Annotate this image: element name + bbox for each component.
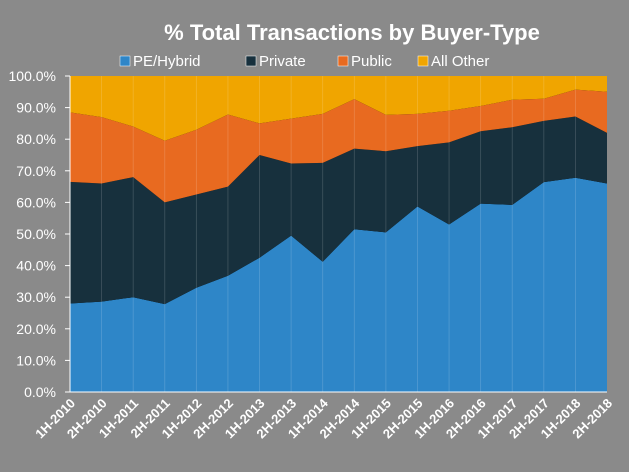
legend: PE/Hybrid Private Public All Other bbox=[119, 53, 489, 70]
area-series-pe-hybrid bbox=[70, 177, 607, 392]
legend-label-pe-hybrid: PE/Hybrid bbox=[133, 53, 201, 70]
y-tick-label: 100.0% bbox=[9, 68, 56, 84]
y-tick-label: 0.0% bbox=[24, 384, 56, 400]
legend-swatch-all-other bbox=[417, 55, 429, 67]
legend-swatch-pe-hybrid bbox=[119, 55, 131, 67]
legend-label-all-other: All Other bbox=[431, 53, 489, 70]
legend-swatch-public bbox=[337, 55, 349, 67]
legend-label-public: Public bbox=[351, 53, 392, 70]
y-tick-label: 10.0% bbox=[16, 352, 56, 368]
plot-area bbox=[70, 76, 607, 392]
y-tick-label: 70.0% bbox=[16, 163, 56, 179]
y-tick-label: 40.0% bbox=[16, 258, 56, 274]
y-tick-label: 30.0% bbox=[16, 289, 56, 305]
legend-swatch-private bbox=[245, 55, 257, 67]
y-tick-label: 90.0% bbox=[16, 100, 56, 116]
chart-title: % Total Transactions by Buyer-Type bbox=[164, 20, 540, 45]
area-series-all-other bbox=[70, 76, 607, 141]
area-series-private bbox=[70, 116, 607, 305]
area-series-public bbox=[70, 89, 607, 203]
y-tick-label: 20.0% bbox=[16, 321, 56, 337]
y-tick-label: 80.0% bbox=[16, 131, 56, 147]
y-tick-label: 60.0% bbox=[16, 194, 56, 210]
y-tick-label: 50.0% bbox=[16, 226, 56, 242]
legend-label-private: Private bbox=[259, 53, 306, 70]
y-axis: 0.0% 10.0% 20.0% 30.0% 40.0% 50.0% 60.0% 70.0% 8… bbox=[9, 68, 71, 400]
